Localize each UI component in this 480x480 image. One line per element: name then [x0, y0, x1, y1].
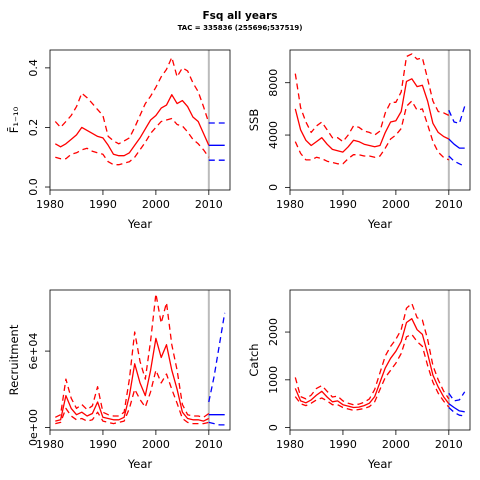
series-lower	[294, 333, 450, 412]
panel-recruitment: 1980 1990 2000 2010 0e+00 6e+04 Year Recruitmen…	[7, 289, 231, 471]
y-tick-label: 6e+04	[27, 333, 40, 370]
y-tick-label: 0e+00	[27, 409, 40, 446]
x-tick-label: 2000	[142, 438, 170, 451]
series-projection-lower	[448, 155, 465, 167]
x-tick-label: 1990	[89, 438, 117, 451]
x-tick-label: 2010	[195, 198, 223, 211]
series-projection-upper	[208, 312, 226, 403]
y-tick-label: 1000	[267, 366, 280, 394]
y-tick-label: 0	[267, 184, 280, 191]
figure-subtitle: TAC = 335836 (255696;537519)	[177, 24, 303, 32]
x-tick-label: 1980	[276, 438, 304, 451]
panel-f: 1980 1990 2000 2010 0.0 0.2 0.4 Year F̄₁₋₁₀	[7, 49, 231, 231]
panel-catch: 1980 1990 2000 2010 0 1000 2000 Year Catch	[247, 289, 471, 471]
y-tick-label: 4000	[267, 121, 280, 149]
y-tick-label: 0.4	[27, 59, 40, 77]
series-upper	[54, 56, 210, 145]
x-tick-label: 1990	[329, 198, 357, 211]
series-lower	[55, 369, 209, 425]
x-tick-label: 2010	[435, 438, 463, 451]
plot-frame	[49, 49, 231, 191]
series-projection-lower	[448, 407, 465, 417]
x-tick-label: 2000	[382, 198, 410, 211]
series-upper	[294, 53, 450, 143]
y-axis-title: SSB	[247, 109, 261, 132]
figure-title: Fsq all years	[202, 10, 278, 22]
series-projection-upper	[448, 106, 466, 124]
x-tick-label: 2010	[195, 438, 223, 451]
series-estimate	[54, 94, 210, 157]
series-projection	[448, 403, 465, 413]
y-axis-title: Recruitment	[7, 324, 21, 395]
plot-frame	[289, 289, 471, 431]
series-upper	[294, 302, 450, 406]
y-axis-title: Catch	[247, 343, 261, 376]
x-tick-label: 1980	[36, 198, 64, 211]
x-tick-label: 1980	[36, 438, 64, 451]
x-tick-label: 1990	[89, 198, 117, 211]
plot-frame	[49, 289, 231, 431]
plot-frame	[289, 49, 471, 191]
panel-ssb: 1980 1990 2000 2010 0 4000 8000 Year SSB	[247, 49, 471, 231]
series-estimate	[55, 337, 210, 422]
series-projection	[448, 138, 465, 149]
series-projection-upper	[448, 391, 466, 402]
series-lower	[294, 100, 450, 165]
x-axis-title: Year	[367, 217, 393, 231]
y-tick-label: 0.2	[27, 119, 40, 137]
x-tick-label: 2000	[142, 198, 170, 211]
series-lower	[55, 117, 210, 166]
x-axis-title: Year	[367, 457, 393, 471]
series-upper	[55, 293, 210, 418]
y-tick-label: 0	[267, 424, 280, 431]
x-tick-label: 2010	[435, 198, 463, 211]
x-axis-title: Year	[127, 217, 153, 231]
series-estimate	[294, 318, 450, 409]
y-tick-label: 0.0	[27, 178, 40, 196]
x-tick-label: 2000	[382, 438, 410, 451]
x-tick-label: 1980	[276, 198, 304, 211]
y-tick-label: 8000	[267, 69, 280, 97]
y-tick-label: 2000	[267, 318, 280, 346]
x-tick-label: 1990	[329, 438, 357, 451]
x-axis-title: Year	[127, 457, 153, 471]
y-axis-title: F̄₁₋₁₀	[7, 106, 21, 133]
series-estimate	[294, 78, 450, 153]
series-projection-lower	[208, 421, 225, 426]
